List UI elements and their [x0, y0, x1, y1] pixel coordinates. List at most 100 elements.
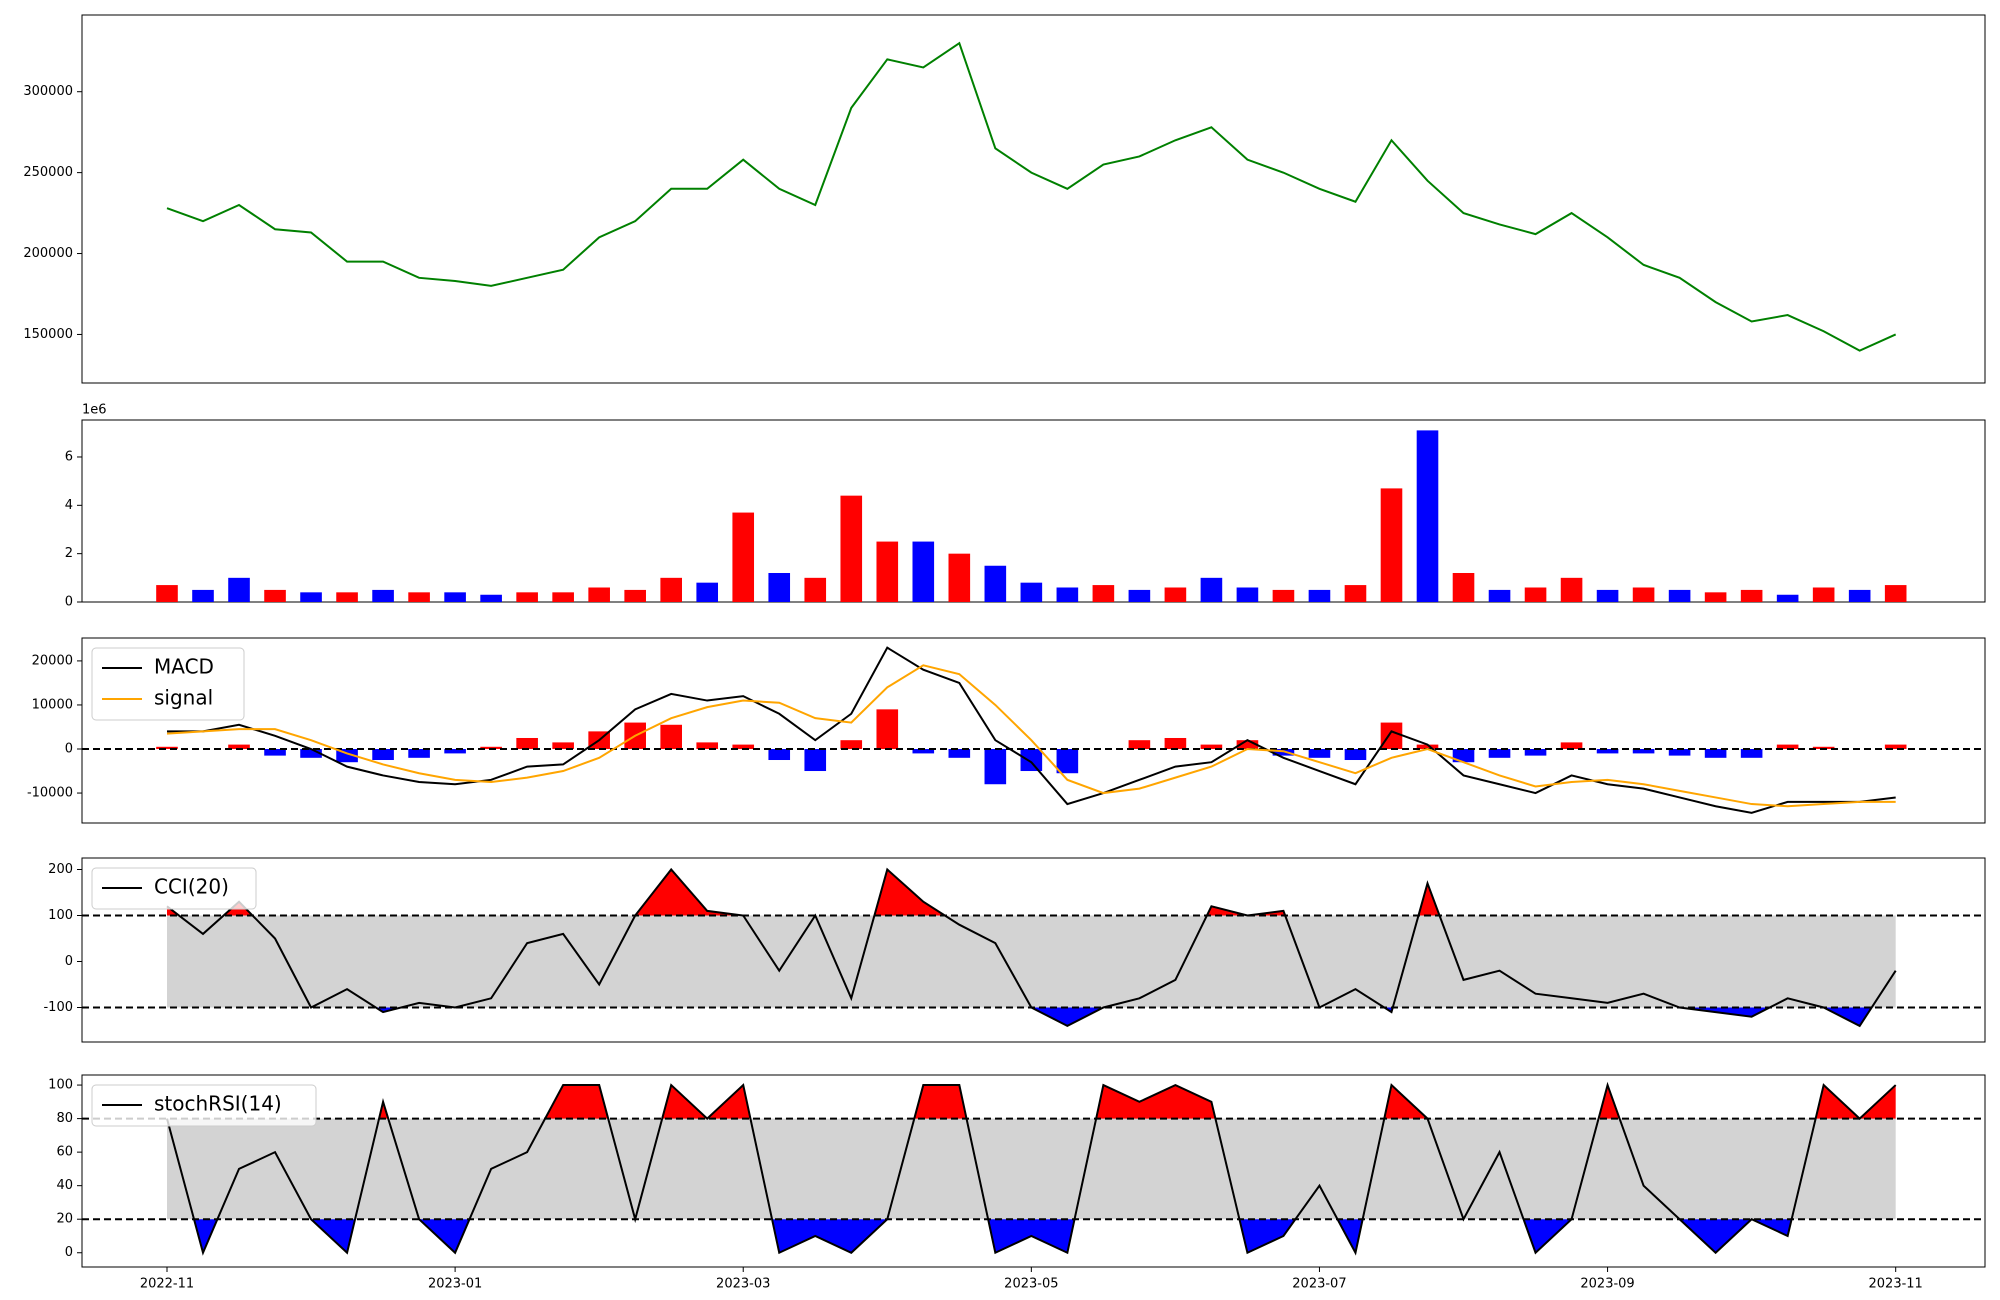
volume-bar — [804, 577, 827, 602]
y-tick-label: 60 — [56, 1145, 73, 1160]
x-tick-label: 2022-11 — [140, 1277, 194, 1292]
volume-bar — [1668, 589, 1691, 602]
x-tick-label: 2023-03 — [716, 1277, 770, 1292]
series-line — [166, 646, 1896, 814]
histogram-bar — [1488, 749, 1511, 758]
series-line — [166, 867, 1897, 1028]
y-tick-label: 200000 — [23, 246, 73, 261]
volume-bar — [372, 589, 394, 602]
volume-bar — [1344, 585, 1367, 602]
histogram-bar — [948, 749, 971, 758]
volume-bar — [840, 495, 863, 602]
plot-area — [156, 430, 1907, 602]
legend-label: CCI(20) — [154, 875, 229, 899]
histogram-bar — [1452, 749, 1475, 763]
histogram-bar — [1272, 749, 1295, 756]
y-tick-label: 200 — [48, 862, 73, 877]
legend-box — [91, 647, 245, 721]
y-tick-label: 6 — [65, 449, 73, 464]
y-tick-label: 250000 — [23, 165, 73, 180]
volume-bar — [444, 592, 466, 602]
volume-bar — [876, 541, 899, 602]
histogram-bar — [696, 742, 719, 749]
plot-area — [82, 867, 1985, 1028]
volume-bar — [480, 594, 502, 602]
volume-bar — [1020, 582, 1043, 602]
histogram-bar — [1668, 749, 1691, 756]
volume-bar — [264, 589, 286, 602]
oversold-fill — [166, 1007, 1896, 1026]
volume-bar — [588, 587, 610, 602]
histogram-bar — [408, 749, 430, 758]
histogram-bar — [156, 746, 178, 749]
y-tick-label: 0 — [65, 1245, 73, 1260]
volume-bar — [228, 577, 250, 602]
volume-bar — [1236, 587, 1259, 602]
histogram-bar — [552, 742, 574, 749]
histogram-bar — [300, 749, 322, 758]
histogram-bar — [264, 749, 286, 756]
volume-bar — [1776, 594, 1799, 602]
histogram-bar — [1596, 749, 1619, 754]
volume-bar — [1092, 585, 1115, 602]
volume-bar — [1416, 430, 1439, 602]
volume-bar — [912, 541, 935, 602]
y-tick-label: 20 — [56, 1212, 73, 1227]
volume-bar — [408, 592, 430, 602]
volume-bar — [732, 512, 755, 602]
histogram-bar — [1812, 746, 1835, 749]
histogram-bar — [1560, 742, 1583, 749]
legend-label: signal — [154, 686, 213, 710]
histogram-bar — [912, 749, 935, 754]
y-tick-label: 2 — [65, 546, 73, 561]
y-tick-label: 100 — [48, 908, 73, 923]
volume-bar — [948, 553, 971, 602]
histogram-bar — [1020, 749, 1043, 772]
y-tick-label: -10000 — [27, 786, 73, 801]
x-tick-label: 2023-07 — [1292, 1277, 1346, 1292]
histogram-bar — [1524, 749, 1547, 756]
panel-frame — [81, 637, 1986, 824]
histogram-bar — [516, 737, 538, 749]
volume-bar — [1884, 585, 1907, 602]
plot-area — [166, 41, 1897, 352]
x-tick-label: 2023-09 — [1580, 1277, 1634, 1292]
histogram-bar — [732, 744, 755, 749]
legend-box — [91, 867, 257, 910]
volume-bar — [984, 565, 1007, 602]
y-tick-label: 20000 — [32, 653, 73, 668]
volume-bar — [336, 592, 358, 602]
histogram-bar — [1164, 737, 1187, 749]
volume-bar — [300, 592, 322, 602]
histogram-bar — [876, 709, 899, 749]
volume-bar — [696, 582, 719, 602]
y-tick-label: 4 — [65, 498, 73, 513]
series-line — [166, 1081, 1897, 1256]
histogram-bar — [1632, 749, 1655, 754]
histogram-bar — [660, 724, 682, 749]
volume-bar — [1380, 488, 1403, 602]
neutral-band — [166, 1118, 1896, 1220]
volume-bar — [1164, 587, 1187, 602]
volume-bar — [552, 592, 574, 602]
volume-bar — [624, 589, 646, 602]
histogram-bar — [840, 740, 863, 749]
histogram-bar — [984, 749, 1007, 785]
histogram-bar — [1776, 744, 1799, 749]
y-tick-label: 150000 — [23, 327, 73, 342]
y-tick-label: 100 — [48, 1078, 73, 1093]
panel-frame — [81, 14, 1986, 384]
volume-bar — [1740, 589, 1763, 602]
volume-bar — [192, 589, 214, 602]
histogram-bar — [1128, 740, 1151, 749]
y-tick-label: 10000 — [32, 697, 73, 712]
overbought-fill — [166, 1085, 1896, 1119]
volume-bar — [156, 585, 178, 602]
histogram-bar — [804, 749, 827, 772]
legend-label: stochRSI(14) — [154, 1092, 282, 1116]
legend-box — [91, 1084, 317, 1127]
volume-bar — [1056, 587, 1079, 602]
volume-bar — [768, 572, 791, 602]
y-tick-label: 300000 — [23, 84, 73, 99]
